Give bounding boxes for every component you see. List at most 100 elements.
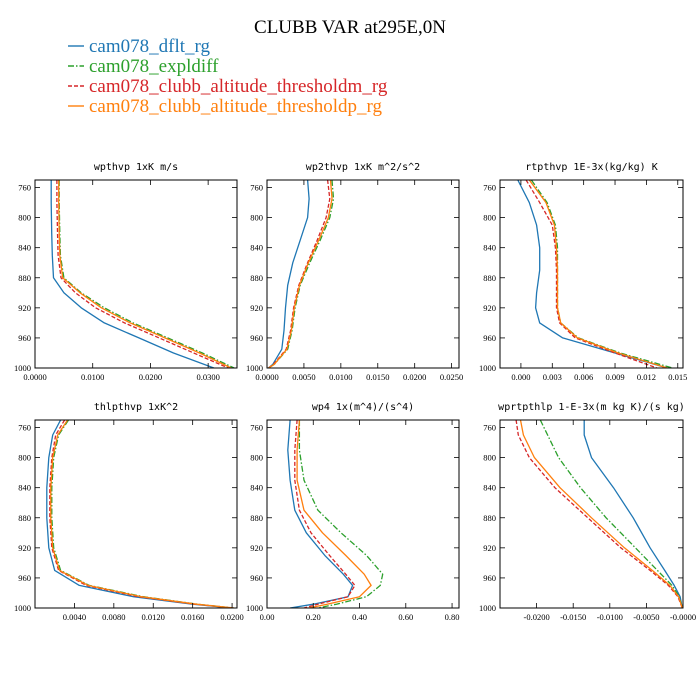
y-tick-label: 800 (483, 213, 496, 223)
x-tick-label: 0.0250 (440, 372, 463, 382)
panel-title: wpthvp 1xK m/s (94, 162, 178, 173)
y-tick-label: 760 (483, 423, 496, 433)
y-tick-label: 920 (483, 303, 496, 313)
x-tick-label: 0.80 (445, 612, 460, 622)
y-tick-label: 920 (483, 543, 496, 553)
legend-label: cam078_clubb_altitude_thresholdm_rg (89, 76, 388, 97)
x-tick-label: 0.0200 (403, 372, 426, 382)
x-tick-label: 0.003 (543, 372, 562, 382)
series-line-4 (528, 180, 668, 368)
y-tick-label: 760 (483, 183, 496, 193)
legend-label: cam078_expldiff (89, 56, 219, 77)
series-line-1 (50, 180, 215, 368)
x-tick-label: 0.0000 (255, 372, 278, 382)
legend-entry: cam078_expldiff (68, 56, 219, 77)
x-tick-label: 0.006 (574, 372, 593, 382)
series-line-3 (268, 180, 331, 368)
legend-label: cam078_clubb_altitude_thresholdp_rg (89, 96, 383, 117)
series-line-1 (287, 420, 354, 608)
series-line-1 (268, 180, 310, 368)
series-line-3 (56, 180, 229, 368)
plot-frame (499, 179, 684, 369)
x-tick-label: 0.0000 (23, 372, 46, 382)
panel-title: wp4 1x(m^4)/(s^4) (312, 402, 414, 413)
y-tick-label: 960 (18, 573, 31, 583)
x-tick-label: 0.40 (352, 612, 367, 622)
series-line-2 (298, 420, 384, 608)
series-line-2 (51, 420, 235, 608)
y-tick-label: 840 (250, 243, 263, 253)
y-tick-label: 880 (483, 513, 496, 523)
y-tick-label: 1000 (479, 603, 496, 613)
legend-label: cam078_dflt_rg (89, 36, 211, 57)
y-tick-label: 880 (483, 273, 496, 283)
x-tick-label: -0.0050 (633, 612, 659, 622)
series-line-4 (519, 420, 683, 608)
y-tick-label: 760 (18, 423, 31, 433)
legend: cam078_dflt_rgcam078_expldiffcam078_club… (68, 36, 388, 117)
series-group (46, 420, 235, 608)
panel-title: thlpthvp 1xK^2 (94, 402, 178, 413)
series-line-1 (46, 420, 233, 608)
y-tick-label: 880 (18, 273, 31, 283)
panel-4: thlpthvp 1xK^2 0.0040 0.0080 0.0120 0.0160 0.… (14, 402, 244, 622)
x-tick-label: -0.0200 (523, 612, 549, 622)
series-group (50, 180, 235, 368)
panel-6: wprtpthlp 1-E-3x(m kg K)/(s kg) -0.0200 -0… (479, 402, 696, 622)
panel-3: rtpthvp 1E-3x(kg/kg) K 0.000 0.003 0.006 0.0… (479, 162, 687, 382)
x-tick-label: 0.0200 (139, 372, 162, 382)
series-line-3 (294, 420, 356, 608)
y-tick-label: 1000 (14, 363, 31, 373)
y-tick-label: 1000 (246, 603, 263, 613)
series-group (268, 180, 335, 368)
series-line-1 (583, 420, 683, 608)
plot-frame (499, 419, 684, 609)
x-tick-label: -0.0000 (670, 612, 696, 622)
y-tick-label: 880 (250, 273, 263, 283)
y-tick-label: 960 (483, 573, 496, 583)
series-group (515, 420, 683, 608)
y-tick-label: 880 (250, 513, 263, 523)
y-tick-label: 800 (250, 213, 263, 223)
series-line-2 (539, 420, 683, 608)
panel-2: wp2thvp 1xK m^2/s^2 0.0000 0.0050 0.0100 0.0… (246, 162, 463, 382)
y-tick-label: 800 (18, 453, 31, 463)
y-tick-label: 800 (18, 213, 31, 223)
y-tick-label: 920 (250, 543, 263, 553)
y-tick-label: 960 (18, 333, 31, 343)
x-tick-label: 0.0200 (220, 612, 243, 622)
y-tick-label: 920 (18, 303, 31, 313)
series-line-3 (515, 420, 683, 608)
x-tick-label: 0.0100 (329, 372, 352, 382)
series-line-4 (50, 420, 235, 608)
y-tick-label: 920 (18, 543, 31, 553)
x-tick-label: 0.60 (398, 612, 413, 622)
x-tick-label: 0.20 (306, 612, 321, 622)
x-tick-label: -0.0150 (560, 612, 586, 622)
x-tick-label: 0.012 (637, 372, 656, 382)
x-tick-label: 0.0150 (366, 372, 389, 382)
series-line-2 (530, 180, 673, 368)
y-tick-label: 880 (18, 513, 31, 523)
series-line-1 (517, 180, 668, 368)
series-line-4 (268, 180, 333, 368)
x-tick-label: 0.00 (260, 612, 275, 622)
x-tick-label: 0.0160 (181, 612, 204, 622)
legend-entry: cam078_dflt_rg (68, 36, 211, 57)
series-line-2 (268, 180, 335, 368)
x-tick-label: 0.015 (668, 372, 687, 382)
panel-title: wprtpthlp 1-E-3x(m kg K)/(s kg) (498, 402, 685, 413)
y-tick-label: 920 (250, 303, 263, 313)
y-tick-label: 960 (483, 333, 496, 343)
y-tick-label: 840 (18, 243, 31, 253)
y-tick-label: 960 (250, 333, 263, 343)
x-tick-label: 0.0080 (102, 612, 125, 622)
panel-1: wpthvp 1xK m/s 0.0000 0.0100 0.0200 0.0300 76… (14, 162, 238, 382)
x-tick-label: 0.0120 (142, 612, 165, 622)
plot-frame (266, 179, 460, 369)
y-tick-label: 800 (483, 453, 496, 463)
y-tick-label: 760 (250, 183, 263, 193)
series-group (287, 420, 384, 608)
y-tick-label: 760 (18, 183, 31, 193)
